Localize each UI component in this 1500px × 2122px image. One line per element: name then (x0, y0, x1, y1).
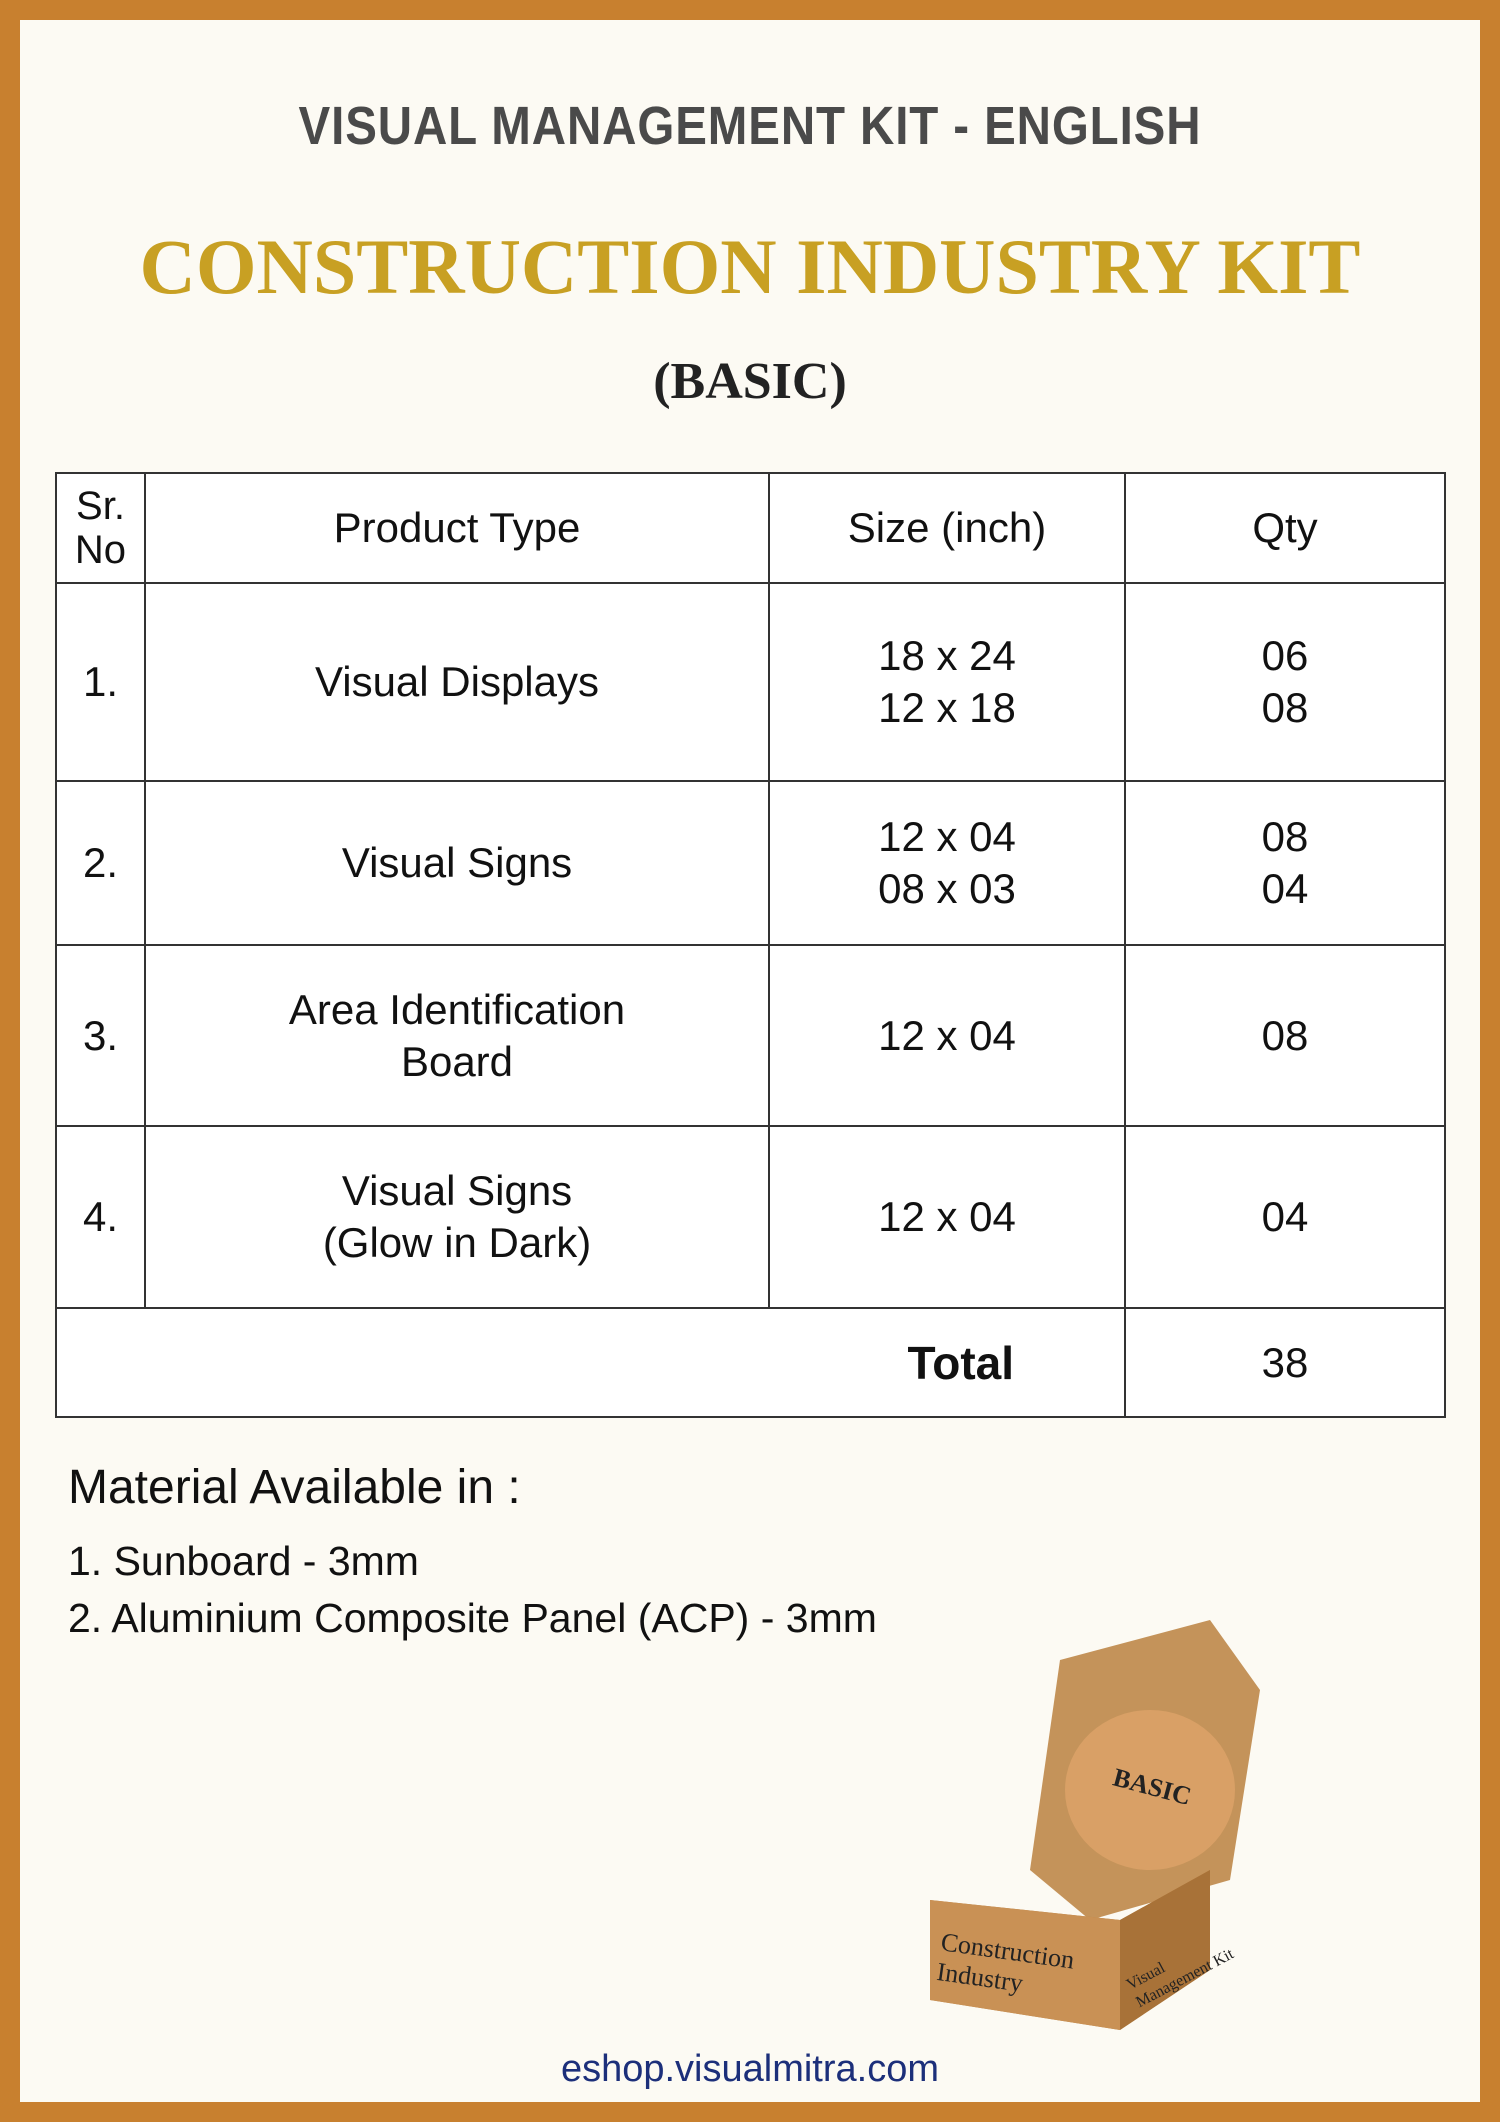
qty-line: 08 (1261, 1011, 1309, 1059)
product-table: Sr. No Product Type Size (inch) Qty 1. Vi… (55, 472, 1446, 1418)
product-line: Board (400, 1037, 514, 1085)
qty-cell: 04 (1124, 1125, 1446, 1309)
sizes-line: 12 x 18 (878, 684, 1016, 731)
product-line: (Glow in Dark) (322, 1219, 592, 1266)
qty-line: 08 (1261, 813, 1309, 860)
product-line: Visual Signs (341, 839, 573, 886)
qty-cell: 08 (1124, 944, 1446, 1127)
product-line: Visual Signs (341, 1167, 573, 1214)
qty-line: 08 (1261, 684, 1309, 731)
total-label: Total (55, 1307, 1126, 1418)
sr-cell: 3. (55, 944, 146, 1127)
kit-variant: (BASIC) (653, 353, 847, 410)
materials-heading: Material Available in : (68, 1461, 521, 1514)
lid-disc (1065, 1710, 1235, 1870)
total-row: Total 38 (55, 1307, 1446, 1418)
box-front (930, 1900, 1120, 2030)
table-body: 1. Visual Displays 18 x 24 12 x 18 06 08 2. Vis… (55, 582, 1446, 1309)
sizes-cell: 12 x 04 08 x 03 (768, 780, 1126, 946)
product-cell: Area Identification Board (144, 944, 770, 1127)
material-item: 2. Aluminium Composite Panel (ACP) - 3mm (68, 1595, 877, 1641)
product-cell: Visual Displays (144, 582, 770, 782)
sr-cell: 1. (55, 582, 146, 782)
qty-cell: 08 04 (1124, 780, 1446, 946)
box-side (1120, 1870, 1210, 2030)
product-line: Visual Displays (314, 658, 599, 705)
header-cell: Size (inch) (768, 472, 1126, 584)
qty-line: 04 (1261, 1193, 1309, 1240)
sizes-cell: 12 x 04 (768, 1125, 1126, 1309)
sizes-cell: 12 x 04 (768, 944, 1126, 1127)
header-row: Sr. No Product Type Size (inch) Qty (55, 472, 1446, 584)
materials: Material Available in : 1. Sunboard - 3m… (68, 1460, 877, 1647)
sizes-line: 18 x 24 (878, 632, 1016, 679)
sizes-line: 08 x 03 (878, 865, 1016, 912)
kit-box: BASIC ConstructionIndustry VisualManagem… (930, 1620, 1260, 2030)
product-cell: Visual Signs (Glow in Dark) (144, 1125, 770, 1309)
footer-url: eshop.visualmitra.com (560, 2048, 940, 2090)
header-cell: Qty (1124, 472, 1446, 584)
kit-title: VISUAL MANAGEMENT KIT - ENGLISH (298, 96, 1202, 156)
qty-line: 06 (1261, 632, 1309, 679)
table-row: 4. Visual Signs (Glow in Dark) 12 x 04 04 (55, 1125, 1446, 1309)
product-cell: Visual Signs (144, 780, 770, 946)
header-cell: Product Type (144, 472, 770, 584)
sizes-line: 12 x 04 (878, 1193, 1016, 1240)
qty-cell: 06 08 (1124, 582, 1446, 782)
material-item: 1. Sunboard - 3mm (68, 1538, 419, 1584)
sizes-line: 12 x 04 (878, 1011, 1016, 1059)
total-value: 38 (1124, 1307, 1446, 1418)
qty-line: 04 (1261, 865, 1309, 912)
sr-cell: 4. (55, 1125, 146, 1309)
table-row: 2. Visual Signs 12 x 04 08 x 03 08 04 (55, 780, 1446, 946)
sizes-line: 12 x 04 (878, 813, 1016, 860)
header-cell: Sr. No (55, 472, 146, 584)
kit-subtitle: CONSTRUCTION INDUSTRY KIT (139, 223, 1361, 310)
sr-cell: 2. (55, 780, 146, 946)
product-line: Area Identification (288, 985, 626, 1033)
table-row: 1. Visual Displays 18 x 24 12 x 18 06 08 (55, 582, 1446, 782)
table-row: 3. Area Identification Board 12 x 04 08 (55, 944, 1446, 1127)
sizes-cell: 18 x 24 12 x 18 (768, 582, 1126, 782)
